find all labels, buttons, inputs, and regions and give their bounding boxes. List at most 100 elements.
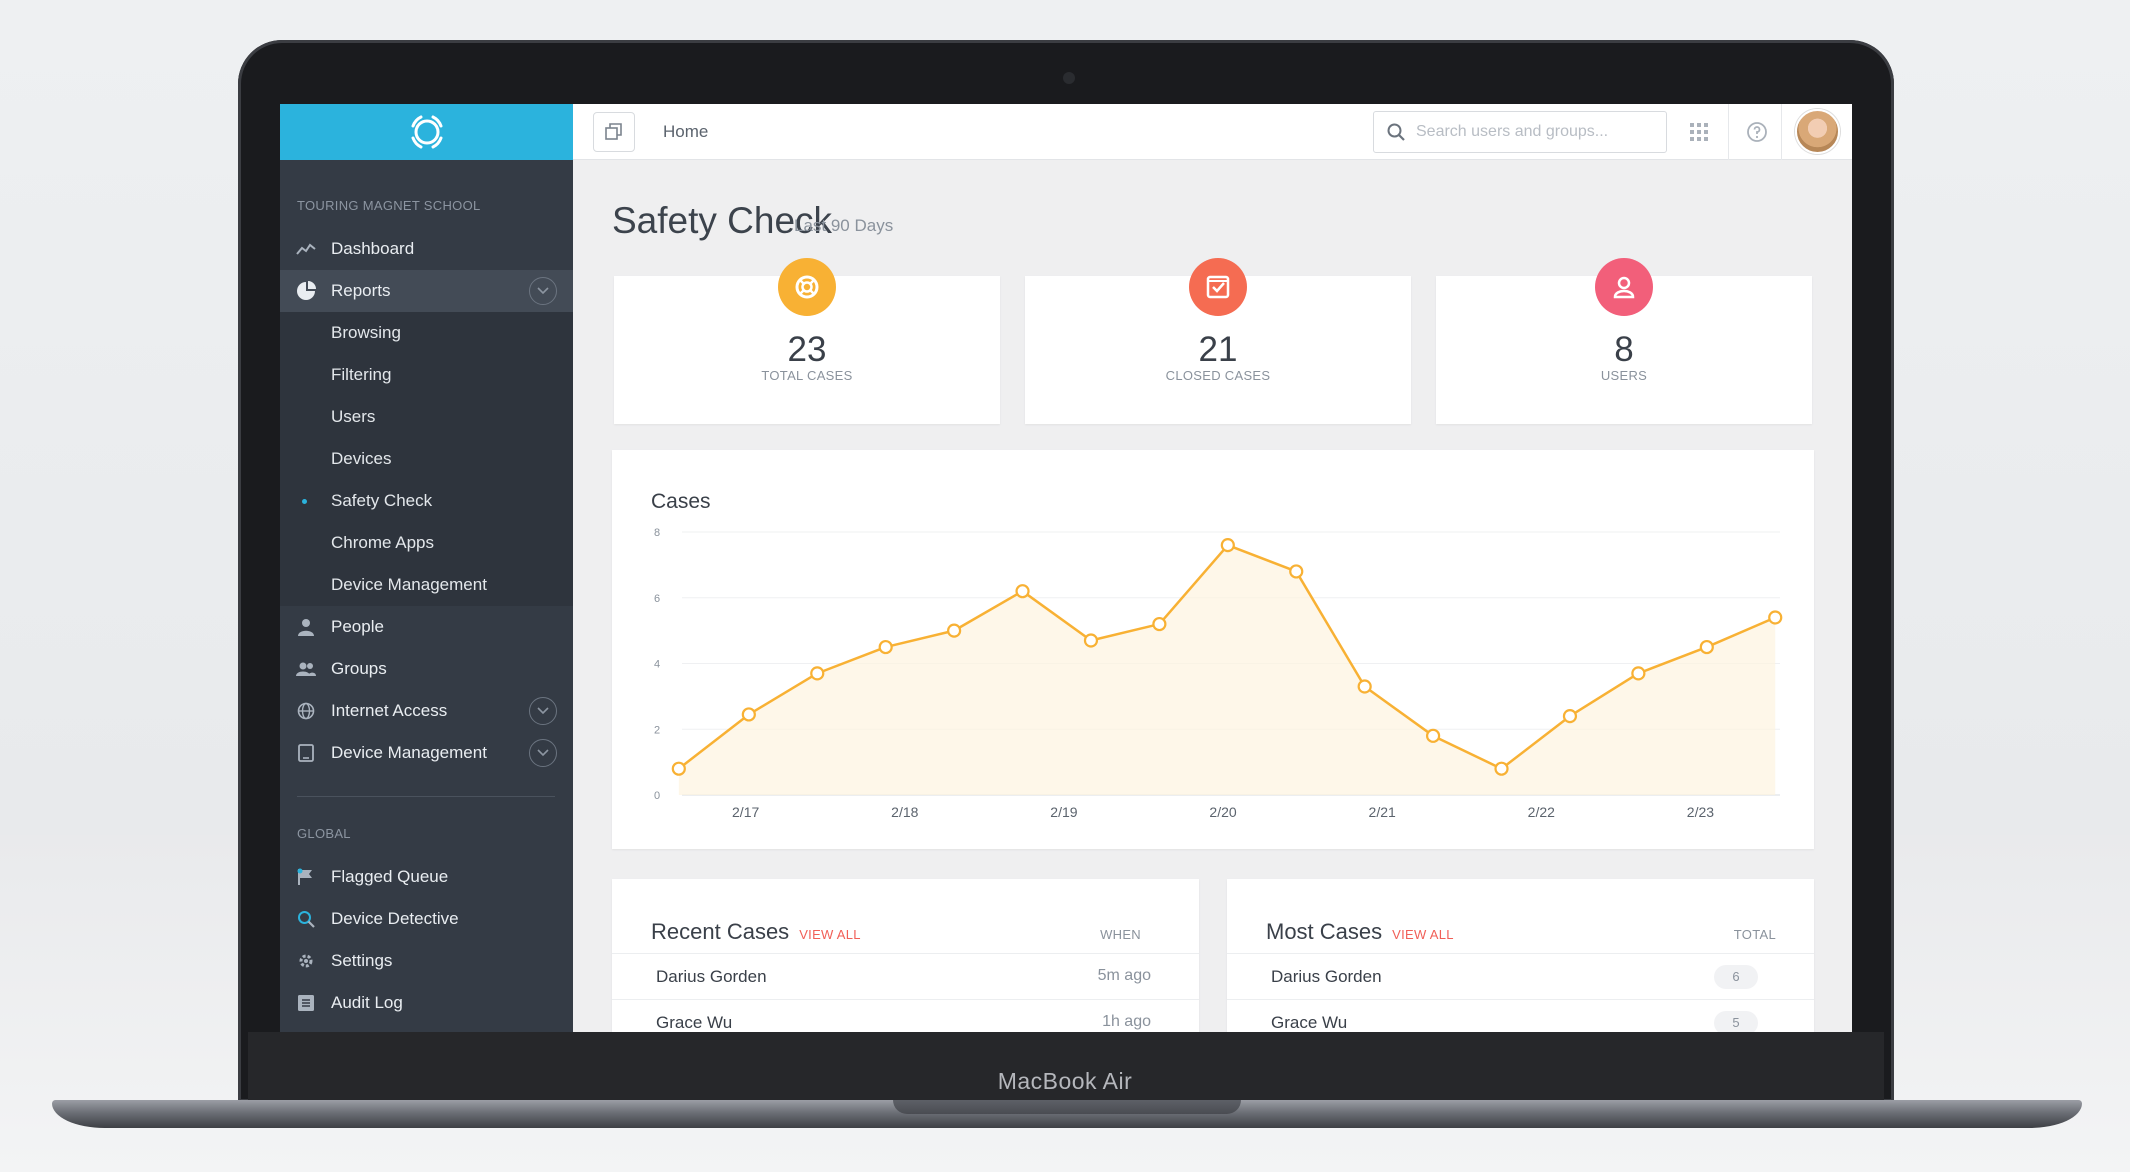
camera-icon (1063, 72, 1075, 84)
sidebar-subitem-chrome-apps[interactable]: Chrome Apps (280, 522, 573, 564)
sidebar-subitem-label: Chrome Apps (331, 533, 434, 552)
toggle-sidebar-button[interactable] (593, 112, 635, 152)
when-column-header: WHEN (1100, 927, 1141, 942)
flag-icon (295, 866, 317, 888)
sidebar-subitem-safety-check[interactable]: Safety Check (280, 480, 573, 522)
sidebar: TOURING MAGNET SCHOOL Dashboard Reports … (280, 104, 573, 1033)
data-point (947, 623, 962, 638)
data-point (1083, 633, 1099, 648)
brand-label: MacBook Air (997, 1068, 1133, 1094)
sidebar-divider (297, 796, 555, 797)
sidebar-item-dashboard[interactable]: Dashboard (280, 228, 573, 270)
help-icon[interactable] (1745, 120, 1769, 144)
x-tick-label: 2/19 (1050, 804, 1077, 820)
table-row[interactable]: Grace Wu 1h ago (612, 999, 1199, 1033)
sidebar-item-device-management[interactable]: Device Management (280, 732, 573, 774)
stat-value: 23 (787, 330, 827, 369)
search-icon (1387, 123, 1405, 141)
case-time: 5m ago (1097, 967, 1151, 984)
case-count-badge: 5 (1714, 1011, 1758, 1033)
case-time: 1h ago (1102, 1013, 1151, 1030)
sidebar-item-audit-log[interactable]: Audit Log (280, 982, 573, 1024)
sidebar-item-internet-access[interactable]: Internet Access (280, 690, 573, 732)
main-content: Safety Check Last 90 Days 23 TOTAL CASES… (573, 160, 1852, 1033)
screen: TOURING MAGNET SCHOOL Dashboard Reports … (280, 104, 1852, 1033)
stat-card-closed-cases[interactable]: 21 CLOSED CASES (1025, 258, 1411, 424)
table-row[interactable]: Darius Gorden 6 (1227, 953, 1814, 999)
sidebar-item-device-detective[interactable]: Device Detective (280, 898, 573, 940)
data-point (1494, 761, 1509, 776)
chevron-down-icon[interactable] (529, 277, 557, 305)
list-icon (295, 992, 317, 1014)
sidebar-item-label: Groups (331, 659, 387, 678)
breadcrumb[interactable]: Home (663, 122, 709, 141)
x-tick-label: 2/17 (732, 804, 759, 820)
sidebar-item-reports[interactable]: Reports (280, 270, 573, 312)
sidebar-item-people[interactable]: People (280, 606, 573, 648)
sidebar-item-label: Dashboard (331, 239, 415, 258)
sidebar-item-flagged-queue[interactable]: Flagged Queue (280, 856, 573, 898)
page-title: Safety Check (612, 200, 833, 241)
avatar[interactable] (1795, 109, 1840, 154)
logo-bar[interactable] (280, 104, 573, 160)
tablet-icon (295, 742, 317, 764)
recent-cases-header: Recent Cases VIEW ALL (651, 919, 861, 945)
pie-chart-icon (295, 280, 317, 302)
y-tick-label: 6 (654, 593, 660, 605)
stat-card-total-cases[interactable]: 23 TOTAL CASES (614, 258, 1000, 424)
total-column-header: TOTAL (1733, 927, 1776, 942)
laptop-bottom-bezel (248, 1032, 1884, 1102)
chart-title: Cases (651, 490, 711, 513)
apps-grid-icon[interactable] (1687, 120, 1711, 144)
data-point (810, 666, 825, 681)
stat-value: 8 (1614, 330, 1634, 369)
topbar-separator (1728, 104, 1729, 160)
sidebar-item-label: Settings (331, 951, 393, 970)
lifebuoy-icon (778, 258, 836, 316)
data-point (1220, 538, 1235, 553)
sidebar-item-groups[interactable]: Groups (280, 648, 573, 690)
stat-card-users[interactable]: 8 USERS (1436, 258, 1812, 424)
data-point (1699, 639, 1714, 655)
table-row[interactable]: Darius Gorden 5m ago (612, 953, 1199, 999)
data-point (1015, 584, 1030, 599)
org-label: TOURING MAGNET SCHOOL (297, 198, 481, 213)
chevron-down-icon[interactable] (529, 697, 557, 725)
sidebar-item-label: Device Detective (331, 909, 459, 928)
search-box[interactable] (1373, 111, 1667, 153)
sidebar-subitem-browsing[interactable]: Browsing (280, 312, 573, 354)
topbar-separator (1781, 104, 1782, 160)
most-cases-header: Most Cases VIEW ALL (1266, 919, 1454, 945)
sidebar-subitem-users[interactable]: Users (280, 396, 573, 438)
data-point (878, 639, 893, 655)
data-point (1357, 679, 1372, 694)
sidebar-subitem-label: Device Management (331, 575, 487, 594)
laptop-notch (893, 1100, 1241, 1114)
sidebar-item-settings[interactable]: Settings (280, 940, 573, 982)
sidebar-subitem-label: Filtering (331, 365, 392, 384)
sidebar-subitem-device-management[interactable]: Device Management (280, 564, 573, 606)
data-point (1425, 728, 1441, 743)
search-input[interactable] (1416, 123, 1656, 141)
sidebar-subitem-devices[interactable]: Devices (280, 438, 573, 480)
globe-icon (295, 700, 317, 722)
most-cases-title: Most Cases (1266, 919, 1383, 944)
y-tick-label: 4 (654, 659, 660, 671)
data-point (1289, 564, 1304, 579)
x-tick-label: 2/23 (1687, 804, 1714, 820)
sidebar-subitem-label: Safety Check (331, 491, 433, 510)
chevron-down-icon[interactable] (529, 739, 557, 767)
sidebar-subitem-filtering[interactable]: Filtering (280, 354, 573, 396)
x-tick-label: 2/22 (1528, 804, 1555, 820)
case-count-badge: 6 (1714, 965, 1758, 989)
recent-cases-view-all-link[interactable]: VIEW ALL (799, 927, 861, 942)
case-user-name: Grace Wu (656, 1013, 733, 1032)
stat-label: TOTAL CASES (761, 368, 853, 383)
data-point (741, 707, 756, 722)
data-point (1562, 709, 1578, 724)
table-row[interactable]: Grace Wu 5 (1227, 999, 1814, 1033)
sidebar-item-label: Flagged Queue (331, 867, 449, 886)
sidebar-item-label: Reports (331, 281, 391, 300)
most-cases-view-all-link[interactable]: VIEW ALL (1392, 927, 1454, 942)
x-tick-label: 2/20 (1209, 804, 1236, 820)
